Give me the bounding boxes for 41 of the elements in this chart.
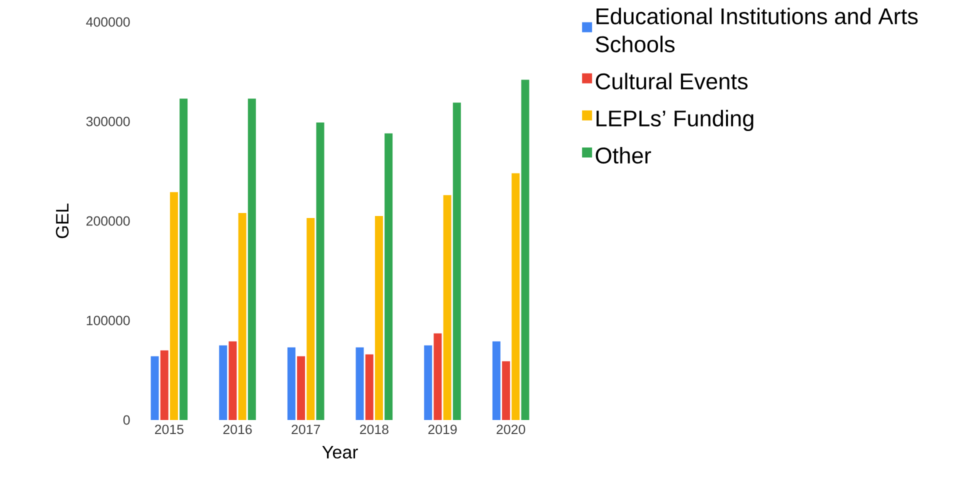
bar	[502, 361, 510, 420]
bar	[452, 102, 461, 420]
legend-label: Other	[596, 146, 652, 164]
bar	[180, 98, 188, 420]
bar	[228, 341, 237, 420]
y-tick-label: 0	[123, 415, 130, 425]
y-tick-label: 100000	[86, 316, 130, 326]
bar	[443, 195, 452, 420]
x-tick-label: 2015	[155, 424, 184, 434]
x-tick-label: 2017	[292, 424, 320, 434]
bar	[170, 192, 178, 420]
bar	[306, 218, 315, 420]
bar	[287, 347, 296, 420]
bar	[424, 345, 432, 420]
bar	[374, 216, 383, 420]
x-tick-label: 2018	[360, 424, 388, 434]
legend-label: Educational Institutions and Arts Schools	[596, 8, 918, 52]
bar	[248, 98, 256, 420]
bar	[150, 356, 159, 420]
bar	[219, 345, 228, 420]
y-tick-label: 200000	[86, 216, 130, 226]
bar	[238, 213, 246, 420]
y-axis-title: GEL	[56, 204, 69, 238]
bar	[521, 80, 530, 420]
bar	[384, 133, 393, 420]
x-tick-label: 2019	[428, 424, 457, 434]
legend-label: LEPLs’ Funding	[596, 110, 754, 132]
x-axis-title: Year	[322, 446, 358, 459]
y-tick-label: 400000	[86, 17, 130, 27]
x-tick-label: 2020	[496, 424, 526, 434]
x-tick-label: 2016	[223, 424, 252, 434]
bar	[297, 356, 306, 420]
bar	[365, 354, 374, 420]
bar	[356, 347, 364, 420]
y-tick-label: 300000	[86, 116, 130, 126]
bar	[316, 122, 324, 420]
legend-label: Cultural Events	[596, 72, 748, 90]
bar	[434, 333, 442, 420]
bar	[512, 173, 520, 420]
bar	[492, 341, 500, 420]
bar	[160, 350, 168, 420]
